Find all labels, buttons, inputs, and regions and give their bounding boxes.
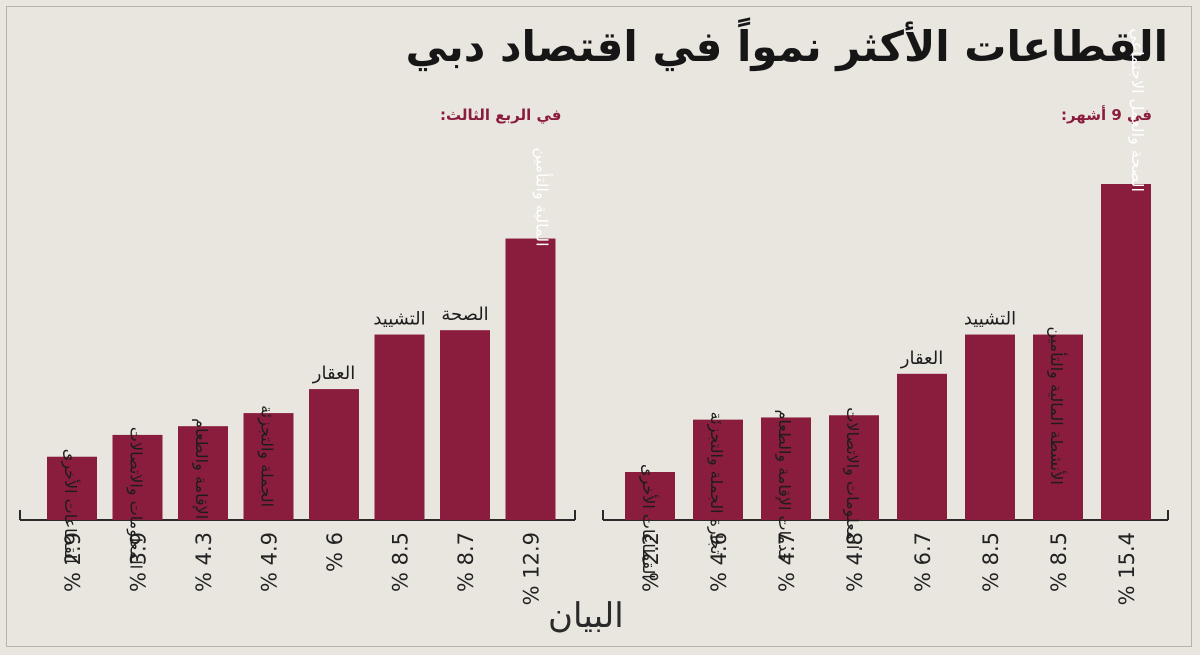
nine-months-bar (1101, 184, 1151, 520)
nine-months-bar (829, 415, 879, 520)
nine-months-category-label: خدمات الإقامة والطعام (774, 409, 794, 562)
q3-category-label: التشييد (373, 309, 425, 330)
nine-months-bar (693, 419, 743, 520)
nine-months-value-label: % 4.7 (775, 532, 799, 592)
q3-value-label: % 8.7 (454, 532, 478, 592)
q3-value-label: % 12.9 (520, 532, 544, 605)
q3-bar (47, 456, 97, 520)
nine-months-category-label: العقار (900, 348, 943, 369)
nine-months-value-label: % 4.8 (843, 532, 867, 592)
chart-q3-subtitle: في الربع الثالث: (440, 106, 562, 124)
q3-value-label: % 4.9 (258, 532, 282, 592)
nine-months-value-label: % 2.2 (639, 532, 663, 592)
q3-category-label: المالية والتأمين (532, 147, 554, 246)
q3-bar (440, 330, 490, 520)
q3-category-label: الصحة (441, 304, 488, 325)
nine-months-bar (1033, 334, 1083, 520)
q3-value-label: % 3.9 (127, 532, 151, 592)
q3-bar (505, 238, 556, 520)
q3-value-label: % 4.3 (192, 532, 216, 592)
q3-bar (178, 426, 228, 520)
nine-months-category-label: الصحة والعمل الاجتماعي (1127, 28, 1147, 192)
q3-category-label: المعلومات والاتصالات (126, 427, 146, 569)
nine-months-value-label: % 6.7 (911, 532, 935, 592)
nine-months-category-label: الأنشطة المالية والتأمين (1046, 327, 1068, 485)
nine-months-category-label: القطاعات الأخرى (638, 464, 659, 579)
q3-value-label: % 8.5 (389, 532, 413, 592)
q3-category-label: الجملة والتجزئة (257, 405, 277, 507)
nine-months-value-label: % 8.5 (979, 532, 1003, 592)
q3-bar (112, 434, 163, 520)
q3-category-label: الإقامة والطعام (191, 418, 211, 519)
q3-value-label: % 2.9 (61, 532, 85, 592)
page-title: القطاعات الأكثر نمواً في اقتصاد دبي (405, 22, 1168, 71)
brand-logo: البيان (548, 596, 624, 636)
nine-months-value-label: % 4.6 (707, 532, 731, 592)
nine-months-category-label: التشييد (964, 309, 1016, 330)
q3-bar (374, 334, 425, 520)
nine-months-category-label: تجارة الجملة والتجزئة (706, 412, 726, 555)
nine-months-bar (625, 472, 675, 520)
nine-months-value-label: % 15.4 (1115, 532, 1139, 605)
q3-category-label: القطاعات الأخرى (60, 449, 81, 564)
q3-value-label: % 6 (323, 532, 347, 572)
nine-months-bar (761, 417, 811, 520)
nine-months-bar (965, 334, 1015, 520)
nine-months-value-label: % 8.5 (1047, 532, 1071, 592)
q3-bar (243, 413, 294, 520)
chart-9-months-subtitle: في 9 أشهر: (1060, 106, 1152, 124)
q3-bar (309, 389, 359, 520)
q3-category-label: العقار (312, 363, 355, 384)
nine-months-bar (897, 373, 947, 520)
nine-months-category-label: المعلومات والاتصالات (842, 407, 862, 549)
chart-frame (6, 6, 1192, 647)
